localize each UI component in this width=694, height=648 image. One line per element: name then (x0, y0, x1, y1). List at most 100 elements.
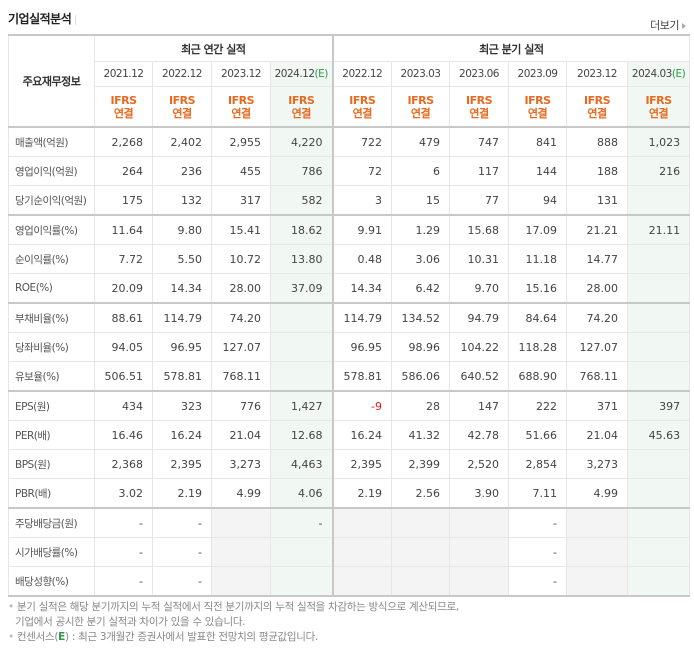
value-cell: 323 (152, 390, 212, 421)
value-cell (449, 566, 510, 597)
basis-consolidated: 연결 (113, 106, 134, 120)
value-cell: 841 (508, 126, 568, 157)
value-cell: 582 (269, 185, 334, 216)
period-label: 2023.12 (577, 68, 617, 80)
value-cell: 397 (627, 390, 691, 421)
footnotes: • 분기 실적은 해당 분기까지의 누적 실적에서 직전 분기까지의 누적 실적을… (8, 600, 459, 645)
value-cell: 776 (211, 390, 271, 421)
value-cell: 747 (449, 126, 510, 157)
row-label: 당기순이익(억원) (8, 185, 95, 216)
footnote-text: 분기 실적은 해당 분기까지의 누적 실적에서 직전 분기까지의 누적 실적을 … (16, 601, 459, 613)
table-row: 당기순이익(억원) 175 132 317 582 3 15 77 94 131 (8, 185, 691, 216)
footnote-consensus: • 컨센서스(E) : 최근 3개월간 증권사에서 발표한 전망치의 평균값입니다… (8, 631, 319, 643)
basis-ifrs: IFRS (110, 93, 138, 107)
value-cell: - (508, 507, 568, 538)
value-cell: 51.66 (508, 420, 568, 450)
value-cell: 640.52 (449, 361, 510, 392)
value-cell: 264 (94, 156, 153, 186)
value-cell: 3.06 (391, 244, 451, 274)
table-row: 매출액(억원) 2,268 2,402 2,955 4,220 722 479 747 841 8… (8, 126, 691, 157)
value-cell: 371 (566, 390, 629, 421)
row-label: ROE(%) (8, 273, 95, 304)
table-row: 영업이익률(%) 11.64 9.80 15.41 18.62 9.91 1.29 15.68… (8, 214, 691, 245)
value-cell: 94.79 (449, 302, 510, 333)
more-link[interactable]: 더보기 (650, 17, 686, 33)
value-cell: 888 (566, 126, 629, 157)
value-cell: 118.28 (508, 332, 568, 362)
value-cell (211, 507, 271, 538)
value-cell: - (152, 507, 212, 538)
value-cell: - (94, 566, 153, 597)
value-cell: 3,273 (211, 449, 271, 479)
value-cell (627, 478, 691, 509)
value-cell (627, 566, 691, 597)
period-header-quarter: 2022.12 (331, 61, 393, 87)
basis-ifrs: IFRS (228, 93, 255, 107)
period-label: 2023.06 (459, 68, 499, 80)
row-label: 영업이익률(%) (8, 214, 95, 245)
value-cell: 77 (449, 185, 510, 216)
value-cell: 10.72 (211, 244, 271, 274)
value-cell (627, 185, 691, 216)
footnote-text: ) : 최근 3개월간 증권사에서 발표한 전망치의 평균값입니다. (65, 631, 319, 643)
value-cell: 28.00 (566, 273, 629, 304)
period-label: 2023.03 (400, 68, 441, 80)
value-cell: - (94, 507, 153, 538)
basis-consolidated: 연결 (587, 106, 607, 120)
value-cell (627, 537, 691, 567)
accounting-basis: IFRS 연결 (627, 86, 691, 128)
value-cell: 3.90 (449, 478, 510, 509)
table-row: EPS(원) 434 323 776 1,427 -9 28 147 222 371 397 (8, 390, 691, 421)
footnote-quarterly: • 분기 실적은 해당 분기까지의 누적 실적에서 직전 분기까지의 누적 실적을… (8, 601, 459, 613)
value-cell: 317 (211, 185, 271, 216)
period-header-quarter: 2023.09 (508, 61, 568, 87)
value-cell: 7.11 (508, 478, 568, 509)
value-cell: 2,399 (391, 449, 451, 479)
value-cell: 11.64 (94, 214, 153, 245)
value-cell: 13.80 (269, 244, 334, 274)
value-cell: 236 (152, 156, 212, 186)
row-label: 순이익률(%) (8, 244, 95, 274)
value-cell: -9 (331, 390, 393, 421)
basis-ifrs: IFRS (645, 93, 673, 107)
row-header-label: 주요재무정보 (8, 34, 95, 128)
row-label: PBR(배) (8, 478, 95, 509)
basis-ifrs: IFRS (466, 93, 493, 107)
value-cell: 37.09 (269, 273, 334, 304)
value-cell: 2.19 (152, 478, 212, 509)
estimate-mark: (E) (671, 68, 686, 80)
value-cell (566, 507, 629, 538)
table-row: 배당성향(%) - - - (8, 566, 691, 597)
value-cell (269, 566, 334, 597)
period-label: 2023.12 (221, 68, 261, 80)
value-cell: 0.48 (331, 244, 393, 274)
value-cell (566, 537, 629, 567)
value-cell: - (269, 507, 334, 538)
value-cell: 216 (627, 156, 691, 186)
row-label: 배당성향(%) (8, 566, 95, 597)
period-label: 2022.12 (342, 68, 383, 80)
period-header-annual: 2023.12 (211, 61, 271, 87)
value-cell (211, 566, 271, 597)
value-cell: 15.41 (211, 214, 271, 245)
value-cell (269, 537, 334, 567)
row-label: EPS(원) (8, 390, 95, 421)
period-header-annual: 2021.12 (94, 61, 153, 87)
value-cell: 4.06 (269, 478, 334, 509)
value-cell: 768.11 (211, 361, 271, 392)
value-cell: 434 (94, 390, 153, 421)
basis-ifrs: IFRS (288, 93, 315, 107)
period-label: 2024.12 (274, 68, 315, 80)
basis-ifrs: IFRS (524, 93, 552, 107)
value-cell: 2,402 (152, 126, 212, 157)
basis-ifrs: IFRS (407, 93, 435, 107)
accounting-basis: IFRS 연결 (449, 86, 510, 128)
value-cell: 84.64 (508, 302, 568, 333)
value-cell: 479 (391, 126, 451, 157)
value-cell: 96.95 (152, 332, 212, 362)
table-row: 순이익률(%) 7.72 5.50 10.72 13.80 0.48 3.06 10.31 11… (8, 244, 691, 274)
period-header-quarter: 2023.03 (391, 61, 451, 87)
value-cell (391, 537, 451, 567)
value-cell (269, 361, 334, 392)
value-cell: 16.24 (331, 420, 393, 450)
